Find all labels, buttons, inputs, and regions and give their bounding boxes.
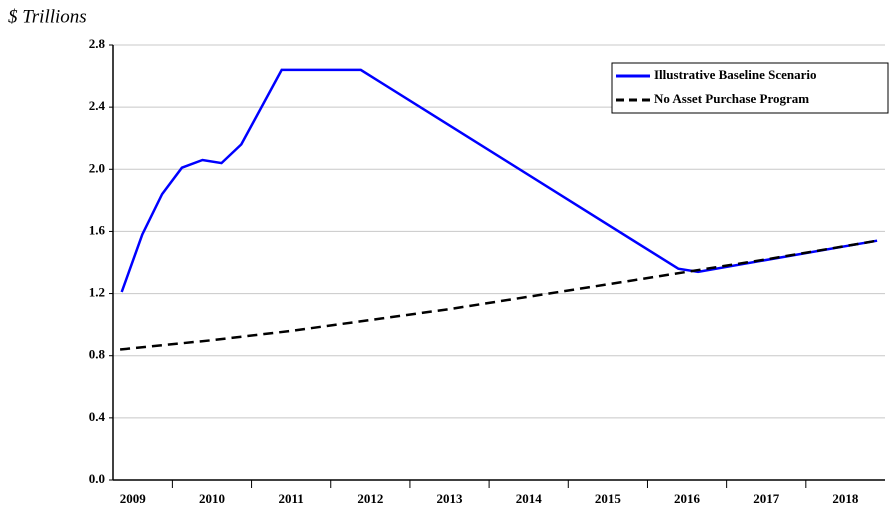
legend-box	[611, 62, 889, 114]
x-tick-label: 2009	[120, 491, 147, 506]
x-tick-label: 2018	[832, 491, 859, 506]
line	[119, 239, 878, 351]
x-tick-label: 2016	[674, 491, 701, 506]
y-tick-label: 1.6	[89, 222, 106, 237]
y-tick-label: 2.0	[89, 160, 105, 175]
y-tick-label: 0.4	[89, 409, 106, 424]
x-tick-label: 2013	[437, 491, 464, 506]
y-tick-label: 0.0	[89, 471, 105, 486]
x-tick-label: 2010	[199, 491, 225, 506]
legend-label: Illustrative Baseline Scenario	[654, 67, 817, 82]
y-tick-label: 2.4	[89, 98, 106, 113]
x-tick-label: 2015	[595, 491, 622, 506]
x-tick-label: 2017	[753, 491, 780, 506]
legend-label: No Asset Purchase Program	[654, 91, 809, 106]
y-tick-label: 1.2	[89, 285, 105, 300]
y-axis-label: $ Trillions	[8, 6, 87, 27]
x-tick-label: 2011	[279, 491, 304, 506]
x-tick-label: 2014	[516, 491, 543, 506]
y-tick-label: 2.8	[89, 36, 106, 51]
y-tick-label: 0.8	[89, 347, 106, 362]
line	[120, 68, 878, 293]
x-tick-label: 2012	[357, 491, 383, 506]
